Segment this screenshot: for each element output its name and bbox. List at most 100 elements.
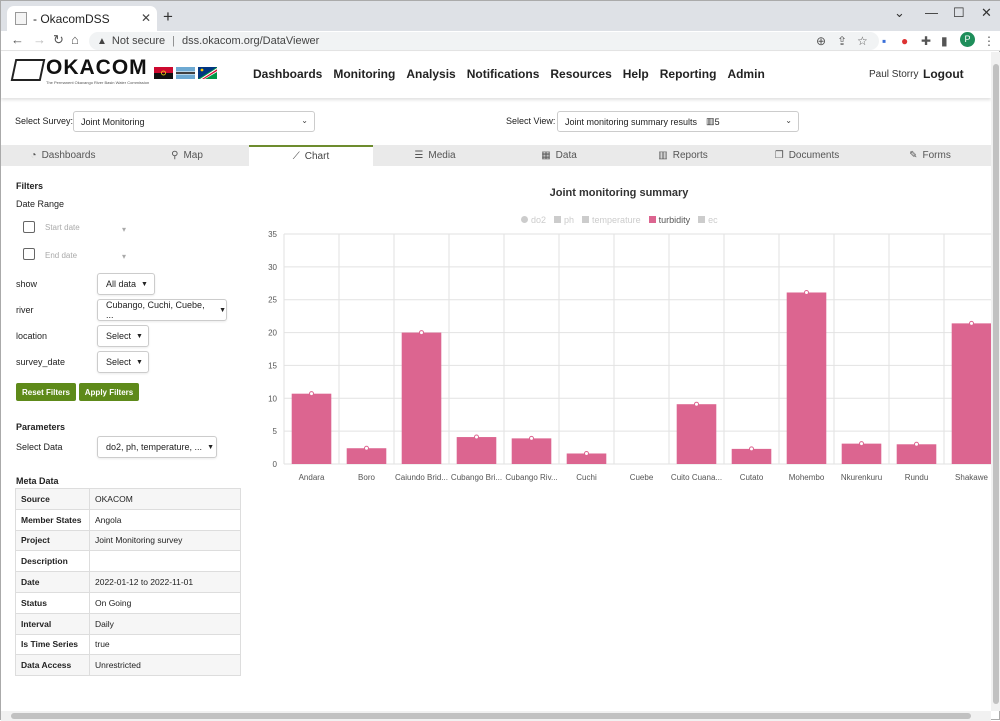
select-data-dropdown[interactable]: do2, ph, temperature, ... ▼ (97, 436, 217, 458)
survey-date-dropdown[interactable]: Select ▼ (97, 351, 149, 373)
menu-icon[interactable]: ⋮ (983, 34, 995, 48)
meta-heading: Meta Data (16, 476, 59, 486)
puzzle-icon[interactable]: ✚ (921, 34, 932, 48)
show-dropdown[interactable]: All data ▼ (97, 273, 155, 295)
location-dropdown[interactable]: Select ▼ (97, 325, 149, 347)
scroll-thumb[interactable] (11, 713, 971, 719)
filter-label-location: location (16, 331, 48, 341)
browser-tab[interactable]: - OkacomDSS ✕ (7, 6, 157, 31)
maximize-icon[interactable]: ☐ (953, 5, 965, 20)
data-point (529, 435, 534, 441)
zoom-icon[interactable]: ⊕ (816, 34, 827, 48)
new-tab-button[interactable]: + (163, 7, 173, 26)
chevron-down-icon: ⌄ (301, 116, 308, 125)
vertical-scrollbar[interactable] (991, 52, 1000, 711)
legend-item-do2[interactable]: do2 (521, 215, 546, 225)
nav-notifications[interactable]: Notifications (466, 67, 540, 81)
chevron-down-icon[interactable]: ⌄ (894, 5, 905, 20)
extension-icon[interactable]: ▪ (882, 34, 887, 48)
apply-filters-button[interactable]: Apply Filters (79, 383, 139, 401)
legend-item-ph[interactable]: ph (554, 215, 574, 225)
caret-down-icon: ▼ (136, 332, 143, 340)
page-icon (15, 12, 27, 25)
home-icon[interactable]: ⌂ (71, 32, 79, 47)
nav-analysis[interactable]: Analysis (406, 67, 456, 81)
meta-value: Daily (89, 612, 241, 635)
list-icon: ☰ (414, 150, 424, 161)
reload-icon[interactable]: ↻ (53, 32, 64, 47)
nav-monitoring[interactable]: Monitoring (333, 67, 396, 81)
nav-help[interactable]: Help (622, 67, 649, 81)
tab-dashboards[interactable]: ◔ Dashboards (1, 145, 125, 166)
logo-text: OKACOM (46, 56, 148, 79)
tab-documents[interactable]: ❐ Documents (745, 145, 869, 166)
y-tick-label: 20 (268, 329, 277, 338)
x-tick-label: Boro (358, 473, 375, 482)
nav-dashboards[interactable]: Dashboards (253, 67, 323, 81)
share-icon[interactable]: ⇪ (837, 34, 848, 48)
horizontal-scrollbar[interactable] (1, 711, 991, 721)
view-select[interactable]: Joint monitoring summary results ▥ 5 ⌄ (557, 111, 799, 132)
line-chart-icon: ⟋ (292, 151, 300, 162)
star-icon[interactable]: ☆ (857, 34, 868, 48)
calendar-icon[interactable] (23, 248, 35, 260)
data-point (969, 320, 974, 326)
start-date-input[interactable]: Start date (45, 223, 80, 232)
caret-down-icon[interactable]: ▾ (122, 225, 127, 234)
data-point (474, 434, 479, 440)
browser-tab-strip: - OkacomDSS ✕ + ⌄ — ☐ ✕ (1, 1, 1000, 31)
close-window-icon[interactable]: ✕ (981, 5, 992, 20)
y-tick-label: 10 (268, 394, 277, 403)
url-bar[interactable]: ▲ Not secure | dss.okacom.org/DataViewer (89, 32, 879, 50)
legend-item-turbidity[interactable]: turbidity (648, 215, 690, 225)
end-date-input[interactable]: End date (45, 251, 78, 260)
nav-admin[interactable]: Admin (727, 67, 765, 81)
data-point (694, 401, 699, 407)
meta-key: Member States (15, 508, 90, 531)
table-row: Status On Going (15, 591, 241, 614)
bar-chart-icon: ▥ (706, 116, 715, 126)
logout-link[interactable]: Logout (923, 67, 964, 81)
tab-reports[interactable]: ▥ Reports (621, 145, 745, 166)
url-separator: | (172, 35, 175, 47)
calendar-icon[interactable] (23, 221, 35, 233)
caret-down-icon[interactable]: ▾ (122, 252, 127, 261)
profile-avatar[interactable]: P (960, 32, 975, 47)
nav-resources[interactable]: Resources (550, 67, 612, 81)
nav-reporting[interactable]: Reporting (659, 67, 717, 81)
y-tick-label: 35 (268, 230, 277, 239)
back-icon[interactable]: ← (11, 32, 24, 47)
survey-date-value: Select (106, 357, 132, 367)
tab-media[interactable]: ☰ Media (373, 145, 497, 166)
okacom-logo[interactable]: OKACOM The Permanent Okavango River Basi… (10, 56, 149, 92)
data-point (914, 441, 919, 447)
botswana-flag-icon (176, 67, 195, 79)
forward-icon[interactable]: → (33, 32, 46, 47)
data-point (419, 330, 424, 336)
tab-map[interactable]: ⚲ Map (125, 145, 249, 166)
river-dropdown[interactable]: Cubango, Cuchi, Cuebe, ... ▼ (97, 299, 227, 321)
close-tab-icon[interactable]: ✕ (140, 11, 151, 25)
survey-select[interactable]: Joint Monitoring ⌄ (73, 111, 315, 132)
x-tick-label: Cuito Cuana... (671, 473, 722, 482)
legend-item-temperature[interactable]: temperature (582, 215, 641, 225)
tab-data[interactable]: ▦ Data (497, 145, 621, 166)
legend-item-ec[interactable]: ec (698, 215, 718, 225)
scroll-thumb[interactable] (993, 64, 999, 704)
extension-red-icon[interactable]: ● (901, 34, 909, 48)
legend-swatch (521, 216, 528, 223)
not-secure-label: Not secure (111, 35, 166, 47)
bar (456, 437, 497, 464)
member-flags (154, 67, 217, 79)
reset-filters-button[interactable]: Reset Filters (16, 383, 76, 401)
caret-down-icon: ▼ (136, 358, 143, 366)
minimize-icon[interactable]: — (925, 5, 938, 20)
tab-chart[interactable]: ⟋ Chart (249, 145, 373, 166)
table-row: Member States Angola (15, 508, 241, 531)
meta-value (89, 550, 241, 573)
view-tabs: ◔ Dashboards ⚲ Map ⟋ Chart ☰ Media ▦ Data ▥ Re… (1, 145, 991, 166)
meta-key: Is Time Series (15, 633, 90, 656)
tab-forms[interactable]: ✎ Forms (869, 145, 991, 166)
user-name[interactable]: Paul Storry (869, 69, 919, 80)
sidebar-icon[interactable]: ▮ (941, 34, 948, 48)
